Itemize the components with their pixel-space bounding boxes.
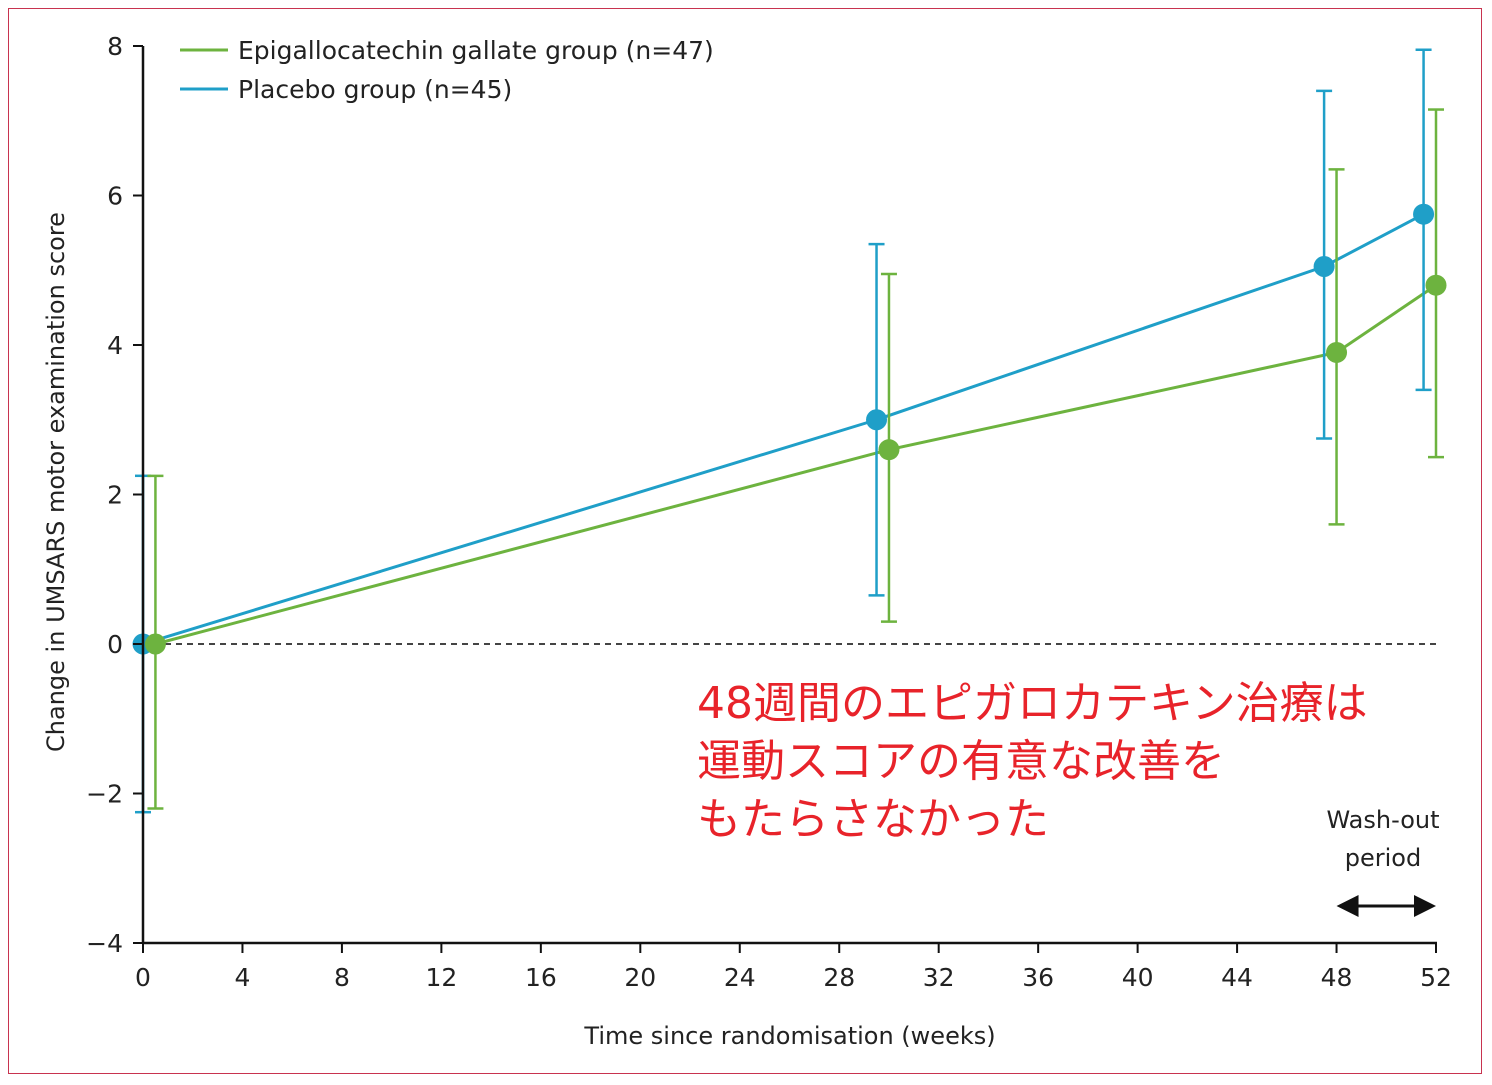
data-point [1313, 256, 1335, 278]
data-point [144, 633, 166, 655]
x-tick-label: 52 [1420, 963, 1452, 992]
data-point [878, 439, 900, 461]
washout-label-line-1: Wash-out [1326, 806, 1439, 834]
legend: Epigallocatechin gallate group (n=47) Pl… [180, 36, 714, 104]
washout-label-line-2: period [1345, 844, 1421, 872]
washout-arrow-head-right [1414, 895, 1436, 917]
y-tick-label: 4 [107, 331, 123, 360]
data-point [1413, 203, 1435, 225]
x-tick-label: 4 [235, 963, 251, 992]
legend-label-egcg: Epigallocatechin gallate group (n=47) [238, 36, 714, 65]
y-tick-label: 2 [107, 481, 123, 510]
x-tick-label: 20 [624, 963, 656, 992]
x-tick-label: 44 [1221, 963, 1253, 992]
x-tick-label: 8 [334, 963, 350, 992]
x-tick-label: 12 [425, 963, 457, 992]
image-border [8, 8, 1482, 1074]
washout-arrow-head-left [1336, 895, 1359, 917]
x-tick-label: 0 [135, 963, 151, 992]
y-tick-label: 0 [107, 630, 123, 659]
washout-annotation: Wash-out period [1326, 806, 1440, 917]
note-annotation: 48週間のエピガロカテキン治療は 運動スコアの有意な改善を もたらさなかった [697, 678, 1368, 845]
x-tick-label: 16 [525, 963, 557, 992]
note-line-3: もたらさなかった [697, 794, 1049, 845]
data-point [1326, 341, 1348, 363]
data-point [1425, 274, 1447, 296]
series-line [155, 283, 1437, 646]
y-tick-label: 8 [107, 32, 123, 61]
y-axis-title: Change in UMSARS motor examination score [42, 212, 70, 752]
note-line-1: 48週間のエピガロカテキン治療は [697, 678, 1368, 729]
series-line [142, 212, 1425, 646]
x-tick-label: 40 [1122, 963, 1154, 992]
washout-arrow-icon [1336, 895, 1436, 917]
x-tick-label: 24 [724, 963, 756, 992]
series-layer [132, 48, 1447, 814]
x-tick-label: 28 [823, 963, 855, 992]
legend-label-placebo: Placebo group (n=45) [238, 75, 512, 104]
y-tick-label: −4 [86, 929, 123, 958]
y-tick-label: 6 [107, 182, 123, 211]
x-tick-label: 36 [1022, 963, 1054, 992]
x-axis-title: Time since randomisation (weeks) [583, 1022, 995, 1050]
note-line-2: 運動スコアの有意な改善を [697, 736, 1225, 787]
x-tick-label: 48 [1321, 963, 1353, 992]
data-point [866, 409, 888, 431]
y-tick-label: −2 [86, 780, 123, 809]
x-tick-label: 32 [923, 963, 955, 992]
